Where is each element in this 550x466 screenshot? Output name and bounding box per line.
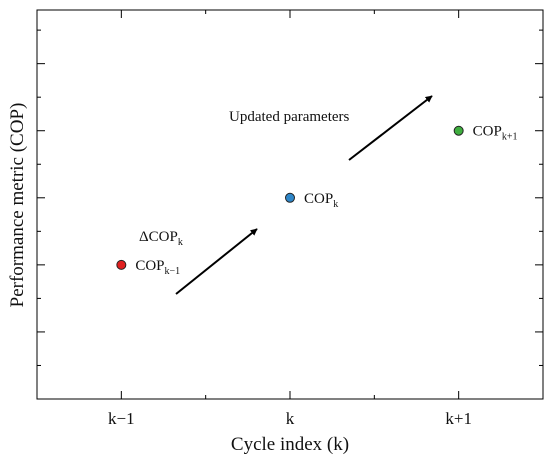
point-label-sub: k−1	[165, 266, 181, 277]
updated-parameters-annotation: Updated parameters	[229, 109, 350, 125]
point-label: COPk	[304, 191, 338, 210]
x-axis-label: Cycle index (k)	[231, 434, 349, 455]
x-tick-label: k	[286, 409, 295, 428]
delta-arrow	[175, 228, 258, 295]
data-point	[285, 192, 295, 203]
point-label-sub: k	[333, 199, 338, 210]
point-label-sub: k+1	[502, 132, 518, 143]
data-point	[116, 259, 127, 270]
point-label: COPk−1	[135, 258, 180, 277]
delta-cop-annotation: ΔCOPk	[139, 229, 183, 248]
plot-frame	[36, 9, 544, 400]
x-tick-labels: k−1 k k+1	[108, 409, 472, 428]
annotation-arrows	[175, 95, 433, 295]
delta-cop-base: ΔCOP	[139, 229, 178, 245]
update-arrow	[348, 95, 433, 161]
delta-cop-sub: k	[178, 237, 183, 248]
data-point	[453, 125, 464, 136]
axis-ticks	[36, 10, 544, 400]
y-axis-label: Performance metric (COP)	[7, 103, 28, 308]
x-tick-label: k−1	[108, 409, 135, 428]
point-label-base: COP	[135, 258, 164, 274]
point-label-base: COP	[304, 191, 333, 207]
point-label-base: COP	[473, 124, 502, 140]
x-tick-label: k+1	[445, 409, 472, 428]
point-label: COPk+1	[473, 124, 518, 143]
